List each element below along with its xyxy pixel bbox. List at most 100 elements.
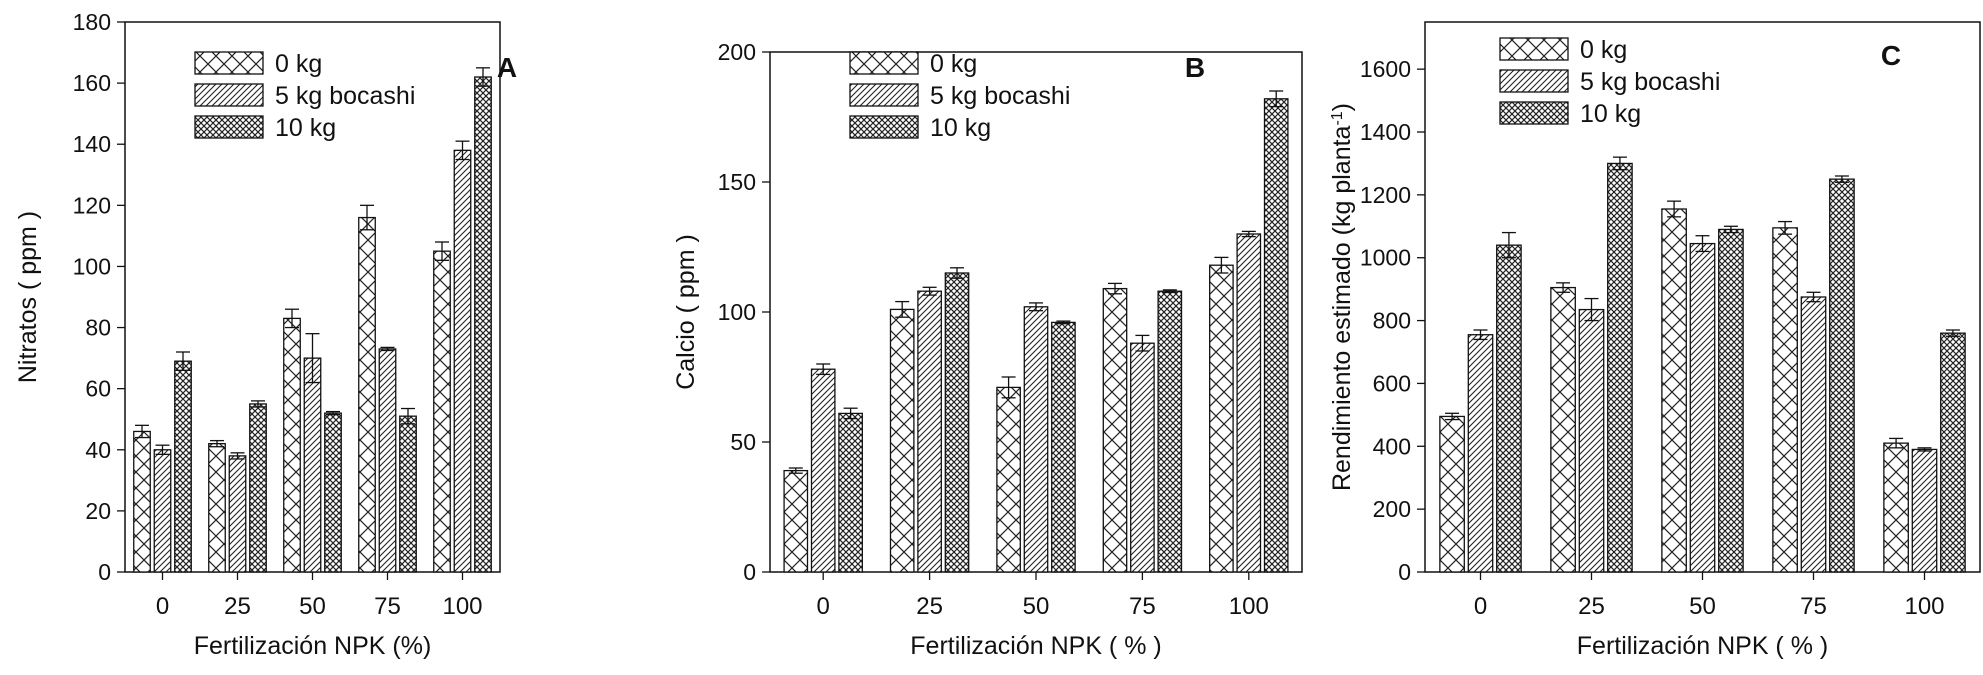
bar <box>303 357 322 573</box>
y-tick-label: 160 <box>73 70 111 96</box>
legend-label: 10 kg <box>930 114 991 142</box>
bar <box>1578 308 1605 573</box>
y-tick-label: 150 <box>718 169 756 195</box>
bar <box>1157 290 1183 573</box>
y-tick-label: 50 <box>730 429 756 455</box>
legend-swatch <box>1499 101 1569 125</box>
x-tick-label: 50 <box>1023 593 1050 620</box>
bar <box>810 368 836 573</box>
bar <box>1661 208 1687 573</box>
bar <box>996 386 1021 573</box>
bar <box>228 455 247 573</box>
bar <box>1772 227 1798 573</box>
y-tick-label: 140 <box>73 131 111 157</box>
y-tick-label: 0 <box>1398 559 1411 585</box>
x-tick-label: 100 <box>1904 593 1944 620</box>
bar <box>1718 228 1744 573</box>
y-tick-label: 800 <box>1373 308 1411 334</box>
bar <box>133 430 151 573</box>
bar <box>1236 233 1262 573</box>
y-tick-label: 400 <box>1373 433 1411 459</box>
x-tick-label: 0 <box>817 593 830 620</box>
bar-group-100 <box>1209 90 1289 573</box>
bar-group-75 <box>358 204 417 573</box>
legend-swatch <box>849 83 919 107</box>
x-tick-label: 25 <box>1578 593 1605 620</box>
legend-label: 0 kg <box>1580 36 1627 64</box>
legend: 0 kg 5 kg bocashi 10 kg <box>1499 36 1720 128</box>
y-axis-label: Rendimiento estimado (kg planta-1) <box>1328 103 1356 491</box>
chart-panel-b: 0 50 100 150 200 0 25 50 75 100 Fertilización NPK … <box>672 39 1303 660</box>
legend: 0 kg 5 kg bocashi 10 kg <box>849 50 1070 142</box>
bar <box>1800 296 1827 573</box>
bar-group-75 <box>1772 175 1855 573</box>
x-tick-label: 100 <box>1229 593 1269 620</box>
bar <box>783 469 809 573</box>
bar <box>1883 442 1909 573</box>
x-tick-label: 50 <box>299 593 326 620</box>
bar <box>1689 242 1716 573</box>
x-tick-label: 75 <box>1129 593 1156 620</box>
x-axis-label: Fertilización NPK ( % ) <box>1577 632 1828 660</box>
legend-swatch <box>194 115 264 139</box>
y-tick-label: 200 <box>718 39 756 65</box>
legend-label: 0 kg <box>275 50 322 78</box>
chart-panel-c: 0 200 400 600 800 1000 1200 1400 1600 0 25 50 75 100 F… <box>1328 21 1981 660</box>
legend-swatch <box>1499 69 1569 93</box>
bar-group-50 <box>996 302 1076 573</box>
bar <box>1550 286 1576 573</box>
panel-letter: C <box>1881 40 1901 71</box>
legend-swatch <box>1499 37 1569 61</box>
legend-swatch <box>194 83 264 107</box>
x-axis-label: Fertilización NPK ( % ) <box>910 632 1161 660</box>
y-tick-label: 200 <box>1373 496 1411 522</box>
legend-swatch <box>849 115 919 139</box>
legend-label: 5 kg bocashi <box>930 82 1070 110</box>
bar <box>1829 178 1855 573</box>
panel-letter: A <box>497 52 517 83</box>
y-tick-label: 1200 <box>1360 182 1411 208</box>
bar <box>1051 321 1076 573</box>
bar-group-0 <box>783 363 863 573</box>
bar <box>1130 342 1155 573</box>
bar <box>453 149 472 573</box>
x-tick-label: 25 <box>224 593 251 620</box>
y-tick-label: 120 <box>73 192 111 218</box>
legend: 0 kg 5 kg bocashi 10 kg <box>194 50 415 142</box>
bar <box>208 443 226 573</box>
x-tick-label: 75 <box>374 593 401 620</box>
bar <box>1496 244 1522 573</box>
x-tick-label: 0 <box>1474 593 1487 620</box>
bar <box>153 449 172 573</box>
legend-label: 10 kg <box>275 114 336 142</box>
bar <box>1607 162 1633 573</box>
y-tick-label: 180 <box>73 9 111 35</box>
bar <box>433 250 451 573</box>
bar <box>324 412 342 573</box>
y-tick-label: 40 <box>85 437 111 463</box>
y-axis-label: Calcio ( ppm ) <box>672 234 700 390</box>
legend-label: 5 kg bocashi <box>1580 68 1720 96</box>
y-tick-label: 100 <box>718 299 756 325</box>
bar <box>1439 415 1465 573</box>
bar <box>378 348 397 573</box>
bar <box>944 272 970 573</box>
y-tick-label: 60 <box>85 376 111 402</box>
bar-group-25 <box>1550 156 1633 573</box>
y-tick-label: 100 <box>73 253 111 279</box>
bar <box>838 412 863 573</box>
legend-label: 5 kg bocashi <box>275 82 415 110</box>
legend-swatch <box>194 51 264 75</box>
bar <box>917 290 942 573</box>
legend-label: 0 kg <box>930 50 977 78</box>
panels: 0 20 40 60 80 100 120 140 160 180 0 25 50 75 100 Fertil… <box>14 9 1981 660</box>
panel-letter: B <box>1185 52 1205 83</box>
bar <box>889 308 915 573</box>
x-tick-label: 50 <box>1689 593 1716 620</box>
bar <box>1023 306 1049 573</box>
bar-group-100 <box>1883 329 1966 573</box>
x-axis-label: Fertilización NPK (%) <box>194 632 432 660</box>
bar-group-100 <box>433 67 492 573</box>
legend-swatch <box>849 51 919 75</box>
